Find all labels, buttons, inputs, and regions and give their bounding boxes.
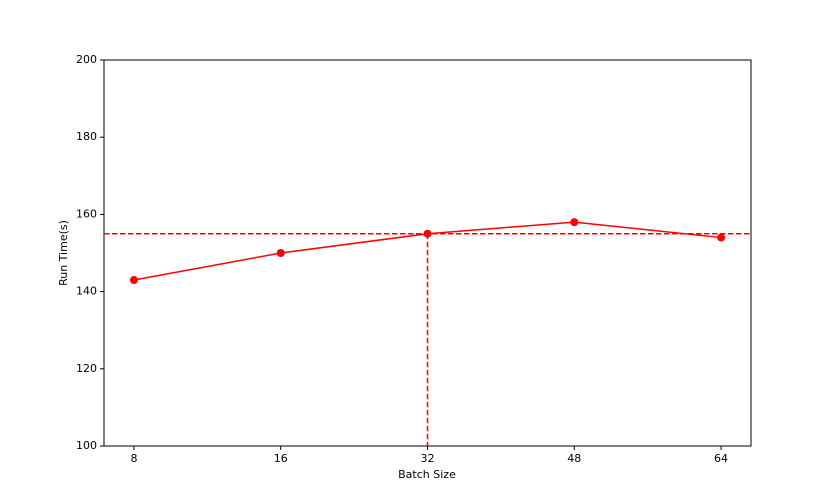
data-point [276,249,285,257]
y-tick-label: 120 [76,362,97,375]
y-tick-label: 100 [76,439,97,452]
data-point [423,229,432,238]
y-tick-label: 180 [76,130,97,143]
x-tick-label: 16 [274,452,288,465]
data-point [129,276,138,285]
x-tick-label: 64 [714,452,728,465]
data-point [717,233,726,242]
y-tick-label: 160 [76,207,97,220]
data-point [570,218,579,227]
x-axis-label: Batch Size [398,468,456,481]
x-tick-label: 32 [421,452,435,465]
x-tick-label: 8 [130,452,137,465]
y-axis-label: Run Time(s) [57,220,70,286]
y-tick-label: 200 [76,53,97,66]
x-tick-label: 48 [567,452,581,465]
y-tick-label: 140 [76,285,97,298]
